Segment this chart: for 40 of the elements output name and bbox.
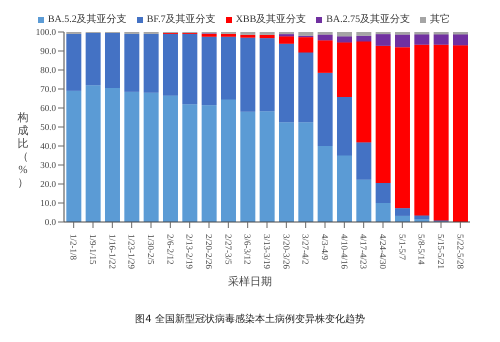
x-tick-label: 5/22-5/28 <box>455 234 466 270</box>
x-tick-label: 5/8-5/14 <box>416 234 427 265</box>
y-tick-label: 90.0 <box>40 46 56 56</box>
x-tick-label: 1/9-1/15 <box>88 234 98 265</box>
y-tick-label: 100.0 <box>36 27 56 38</box>
x-tick-label: 4/24-4/30 <box>378 234 388 270</box>
x-tick-label: 5/1-5/7 <box>397 234 408 260</box>
legend-label: BA.5.2及其亚分支 <box>48 14 127 25</box>
x-tick-label: 3/13-3/19 <box>262 234 272 270</box>
y-tick-label: 10.0 <box>40 198 56 208</box>
x-tick-label: 1/23-1/29 <box>126 234 137 270</box>
x-tick-label: 4/10-4/16 <box>339 234 350 270</box>
x-tick-label: 2/27-3/5 <box>223 234 234 265</box>
x-tick-label: 2/6-2/12 <box>165 234 176 264</box>
y-tick-label: 70.0 <box>40 84 56 94</box>
x-tick-label: 2/13-2/19 <box>184 234 195 270</box>
y-tick-label: 50.0 <box>40 122 56 132</box>
y-tick-label: 60.0 <box>40 103 56 114</box>
y-axis-title: 构成比（%） <box>16 112 30 190</box>
x-tick-label: 1/2-1/8 <box>68 234 79 260</box>
x-tick-label: 2/20-2/26 <box>204 234 214 270</box>
y-tick-label: 20.0 <box>40 179 56 190</box>
y-tick-label: 40.0 <box>40 141 56 152</box>
y-tick-label: 0.0 <box>44 217 56 228</box>
x-axis-title: 采样日期 <box>227 275 273 289</box>
x-tick-label: 3/20-3/26 <box>281 234 292 270</box>
y-tick-label: 80.0 <box>40 65 56 76</box>
y-tick-label: 30.0 <box>40 160 56 170</box>
legend-label: BF.7及其亚分支 <box>146 14 216 25</box>
x-tick-label: 4/17-4/23 <box>358 234 369 270</box>
legend-label: 其它 <box>430 14 450 25</box>
x-tick-label: 1/16-1/22 <box>107 234 118 269</box>
caption: 图4 全国新型冠状病毒感染本土病例变异株变化趋势 <box>134 312 366 326</box>
x-tick-label: 3/27-4/2 <box>300 234 311 264</box>
x-tick-label: 5/15-5/21 <box>436 234 446 269</box>
x-tick-label: 1/30-2/5 <box>146 234 156 265</box>
x-tick-label: 4/3-4/9 <box>320 234 330 260</box>
x-tick-label: 3/6-3/12 <box>242 234 253 264</box>
legend-label: XBB及其亚分支 <box>236 14 306 25</box>
legend-label: BA.2.75及其亚分支 <box>326 14 410 25</box>
